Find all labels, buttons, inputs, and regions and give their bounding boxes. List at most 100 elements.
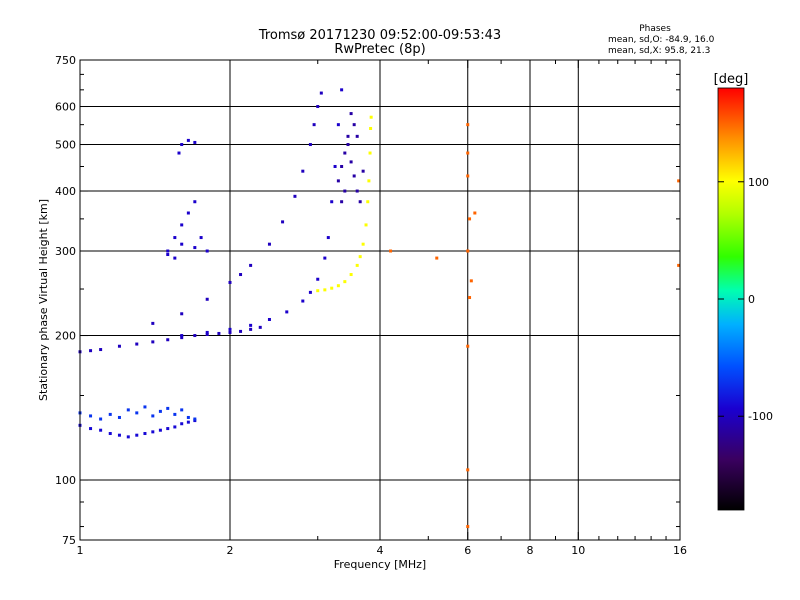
x-tick-label: 4 [377,544,384,557]
stats-o-line: mean, sd,O: -84.9, 16.0 [608,35,715,45]
data-point [186,138,190,142]
data-point [369,126,373,130]
data-point [340,200,344,204]
data-point [308,290,312,294]
data-point [677,179,681,183]
data-point [469,279,473,283]
x-tick-label: 16 [673,544,687,557]
data-point [166,249,170,253]
data-point [249,323,253,327]
data-point [135,342,139,346]
data-point [336,179,340,183]
data-point [205,332,209,336]
data-point [367,179,371,183]
data-point [326,236,330,240]
data-point [180,242,184,246]
data-point [151,414,155,418]
data-point [158,428,162,432]
data-point [336,284,340,288]
data-point [99,417,103,421]
data-point [180,143,184,147]
colorbar-tick-label: 100 [748,176,769,189]
data-point [316,277,320,281]
colorbar-tick-label: 0 [748,293,755,306]
data-point [117,344,121,348]
data-point [258,325,262,329]
data-point [340,164,344,168]
data-point [330,200,334,204]
data-point [249,263,253,267]
data-point [301,299,305,303]
data-point [173,425,177,429]
chart-title: Tromsø 20171230 09:52:00-09:53:43 [258,28,501,43]
data-point [349,112,353,116]
data-point [319,91,323,95]
data-point [89,414,93,418]
data-point [117,433,121,437]
x-tick-label: 6 [464,544,471,557]
data-point [312,123,316,127]
data-point [369,115,373,119]
data-point [336,123,340,127]
data-point [180,422,184,426]
data-point [267,317,271,321]
data-point [366,200,370,204]
data-point [117,415,121,419]
data-point [135,411,139,415]
data-point [466,344,470,348]
chart-subtitle: RwPretec (8p) [334,42,425,57]
data-point [143,432,147,436]
data-point [228,327,232,331]
data-point [323,288,327,292]
data-point [285,310,289,314]
data-point [205,249,209,253]
data-point [126,408,130,412]
data-point [166,253,170,257]
data-point [217,331,221,335]
data-points [78,88,681,529]
data-point [466,123,470,127]
data-point [173,412,177,416]
y-tick-label: 500 [55,139,76,152]
data-point [352,123,356,127]
data-point [99,428,103,432]
data-point [173,256,177,260]
data-point [89,349,93,353]
data-point [89,427,93,431]
data-point [193,246,197,250]
data-point [228,280,232,284]
data-point [158,409,162,413]
data-point [173,236,177,240]
data-point [193,140,197,144]
data-point [249,327,253,331]
data-point [466,174,470,178]
data-point [349,160,353,164]
data-point [135,433,139,437]
y-tick-label: 600 [55,101,76,114]
data-point [343,151,347,155]
data-point [166,338,170,342]
data-point [466,249,470,253]
colorbar-tick-label: -100 [748,410,773,423]
data-point [333,164,337,168]
y-tick-label: 300 [55,245,76,258]
data-point [358,200,362,204]
data-point [143,405,147,409]
data-point [301,169,305,173]
data-point [205,330,209,334]
data-point [186,415,190,419]
data-point [166,427,170,431]
data-point [180,408,184,412]
x-tick-label: 1 [77,544,84,557]
x-axis-label: Frequency [MHz] [334,558,426,571]
data-point [340,88,344,92]
grid-lines [79,59,681,541]
data-point [358,255,362,259]
stats-x-line: mean, sd,X: 95.8, 21.3 [608,46,710,56]
data-point [193,200,197,204]
y-tick-label: 400 [55,185,76,198]
y-tick-label: 75 [62,534,76,547]
data-point [186,211,190,215]
data-point [389,249,393,253]
